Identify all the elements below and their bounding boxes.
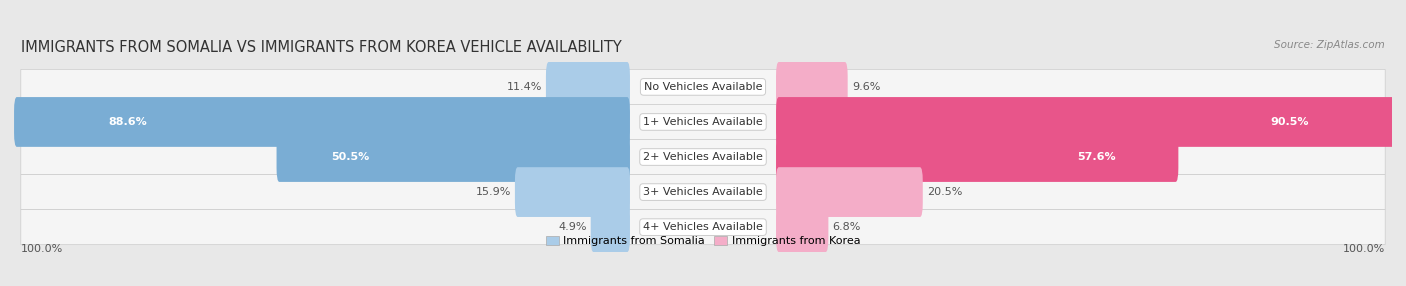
Text: 2+ Vehicles Available: 2+ Vehicles Available [643,152,763,162]
Text: 57.6%: 57.6% [1077,152,1116,162]
FancyBboxPatch shape [776,97,1405,147]
Text: 6.8%: 6.8% [832,222,860,232]
FancyBboxPatch shape [21,69,1385,104]
FancyBboxPatch shape [21,140,1385,174]
Text: 88.6%: 88.6% [108,117,148,127]
Text: 100.0%: 100.0% [1343,244,1385,254]
Text: 90.5%: 90.5% [1270,117,1309,127]
Text: 4+ Vehicles Available: 4+ Vehicles Available [643,222,763,232]
FancyBboxPatch shape [546,62,630,112]
FancyBboxPatch shape [21,104,1385,140]
Legend: Immigrants from Somalia, Immigrants from Korea: Immigrants from Somalia, Immigrants from… [541,231,865,251]
Text: 15.9%: 15.9% [475,187,510,197]
Text: 9.6%: 9.6% [852,82,880,92]
FancyBboxPatch shape [776,62,848,112]
FancyBboxPatch shape [14,97,630,147]
Text: Source: ZipAtlas.com: Source: ZipAtlas.com [1274,39,1385,49]
Text: 100.0%: 100.0% [21,244,63,254]
Text: 3+ Vehicles Available: 3+ Vehicles Available [643,187,763,197]
Text: No Vehicles Available: No Vehicles Available [644,82,762,92]
FancyBboxPatch shape [21,174,1385,210]
FancyBboxPatch shape [277,132,630,182]
Text: IMMIGRANTS FROM SOMALIA VS IMMIGRANTS FROM KOREA VEHICLE AVAILABILITY: IMMIGRANTS FROM SOMALIA VS IMMIGRANTS FR… [21,39,621,55]
Text: 4.9%: 4.9% [558,222,586,232]
Text: 50.5%: 50.5% [332,152,370,162]
FancyBboxPatch shape [776,202,828,252]
Text: 20.5%: 20.5% [927,187,962,197]
Text: 1+ Vehicles Available: 1+ Vehicles Available [643,117,763,127]
FancyBboxPatch shape [776,167,922,217]
FancyBboxPatch shape [591,202,630,252]
Text: 11.4%: 11.4% [506,82,541,92]
FancyBboxPatch shape [515,167,630,217]
FancyBboxPatch shape [21,210,1385,245]
FancyBboxPatch shape [776,132,1178,182]
